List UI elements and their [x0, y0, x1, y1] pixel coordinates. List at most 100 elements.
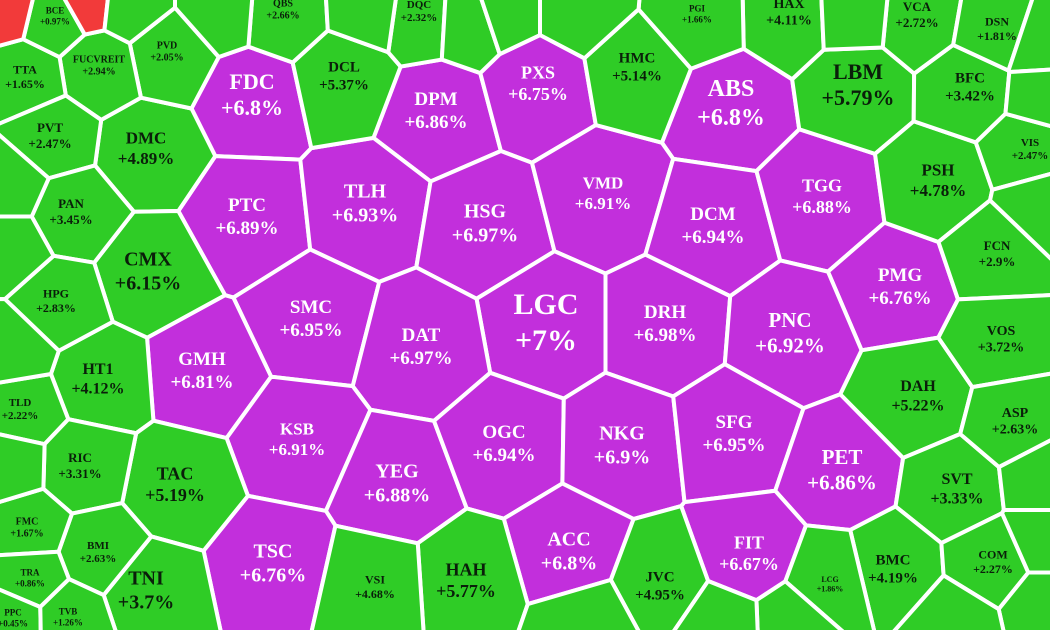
cell-change: +2.47% [1012, 150, 1049, 162]
cell-change: +4.11% [766, 14, 812, 29]
cell-change: +4.12% [71, 380, 124, 397]
cell-ticker: CMX [124, 249, 172, 271]
cell-ticker: FUCVREIT [73, 54, 126, 65]
cell-ticker: PNC [768, 308, 811, 332]
cell-change: +1.81% [977, 29, 1017, 43]
cell-ticker: HMC [619, 50, 656, 66]
cell-ticker: SVT [941, 471, 972, 488]
cell-change: +1.26% [53, 617, 83, 627]
cell-change: +3.33% [930, 490, 983, 507]
cell-ticker: BCE [46, 6, 65, 16]
cell-ticker: VCA [903, 0, 932, 14]
cell-change: +6.8% [541, 553, 597, 575]
cell-ticker: DAT [402, 325, 441, 346]
cell-ticker: VSI [365, 573, 385, 587]
cell-ticker: PXS [521, 62, 555, 82]
cell-ticker: BMC [876, 552, 911, 568]
cell [0, 432, 47, 504]
cell [324, 0, 398, 55]
cell-change: +6.81% [170, 372, 233, 393]
cell-change: +0.45% [0, 618, 28, 628]
cell-ticker: DCL [328, 59, 360, 75]
cell-ticker: DSN [985, 15, 1009, 29]
cell-change: +2.32% [401, 12, 438, 24]
cell-change: +3.31% [58, 466, 101, 481]
cell-change: +0.86% [15, 578, 45, 588]
cell-change: +6.67% [719, 554, 779, 574]
cell [102, 0, 177, 46]
cell-change: +4.95% [635, 587, 685, 603]
cell-change: +6.8% [697, 105, 765, 131]
cell-ticker: DMC [126, 129, 167, 148]
cell-ticker: TNI [128, 568, 164, 590]
cell-ticker: PET [822, 445, 863, 469]
cell [958, 371, 1050, 470]
cell-ticker: PAN [58, 196, 84, 211]
cell-ticker: TGG [802, 175, 842, 195]
cell-change: +1.67% [10, 528, 43, 539]
cell-ticker: FIT [734, 532, 764, 552]
cell-change: +6.75% [508, 84, 568, 104]
cell [173, 0, 255, 59]
cell-change: +0.97% [40, 16, 70, 26]
cell-change: +6.76% [240, 565, 306, 587]
cell-change: +1.86% [817, 585, 844, 594]
cell-change: +5.22% [891, 397, 944, 414]
cell-change: +2.22% [2, 410, 39, 422]
cell-change: +6.76% [868, 288, 931, 309]
cell [1003, 67, 1050, 128]
cell-ticker: VMD [583, 174, 624, 193]
cell-ticker: FMC [16, 516, 39, 527]
cell-ticker: HSG [464, 201, 507, 223]
cell-ticker: PVD [157, 40, 178, 51]
cell-change: +6.94% [472, 445, 535, 466]
cell-ticker: PVT [37, 120, 63, 135]
cell-change: +5.14% [612, 68, 662, 84]
cell-change: +7% [515, 324, 577, 357]
cell [0, 297, 61, 385]
cell-change: +2.27% [973, 562, 1013, 576]
cell-ticker: BFC [955, 70, 985, 86]
cell-ticker: OGC [482, 422, 525, 443]
cell-change: +2.66% [266, 10, 299, 21]
cell-change: +4.89% [118, 149, 174, 168]
cell-ticker: HAH [445, 559, 486, 579]
cell [892, 573, 1006, 630]
cell-change: +2.72% [895, 15, 938, 30]
cell-change: +6.97% [452, 225, 518, 247]
cell-ticker: TLD [9, 397, 32, 409]
cell-change: +6.94% [681, 227, 744, 248]
cell [309, 523, 426, 630]
cell-change: +4.19% [868, 570, 918, 586]
cell-ticker: PGI [689, 4, 705, 14]
cell [516, 577, 641, 630]
cell-ticker: QBS [273, 0, 293, 9]
cell [538, 0, 642, 61]
cell-ticker: ASP [1002, 406, 1029, 421]
cell-change: +6.86% [807, 470, 877, 494]
cell-change: +6.88% [364, 485, 430, 507]
cell-change: +5.79% [821, 85, 894, 110]
cell-change: +3.42% [945, 88, 995, 104]
cell-change: +6.98% [633, 325, 696, 346]
cell-ticker: PPC [4, 608, 22, 618]
cell-ticker: HT1 [82, 361, 113, 378]
cell-change: +6.89% [215, 218, 278, 239]
cell [672, 579, 760, 630]
cell-change: +6.9% [594, 447, 650, 469]
cell-ticker: TRA [20, 568, 40, 578]
cell-change: +6.91% [269, 440, 325, 459]
cell-change: +3.7% [118, 592, 174, 614]
cell-ticker: DQC [407, 0, 432, 11]
cell-ticker: GMH [178, 349, 226, 370]
cell-ticker: ABS [708, 76, 755, 102]
cell-ticker: RIC [68, 450, 92, 465]
cell-change: +6.15% [115, 273, 181, 295]
cell-ticker: BMI [87, 540, 109, 552]
cell-ticker: FDC [229, 69, 274, 94]
cell-ticker: HPG [43, 287, 69, 301]
cell-ticker: TVB [59, 607, 78, 617]
cell-ticker: DCM [690, 204, 735, 225]
cell-change: +5.19% [145, 485, 205, 505]
